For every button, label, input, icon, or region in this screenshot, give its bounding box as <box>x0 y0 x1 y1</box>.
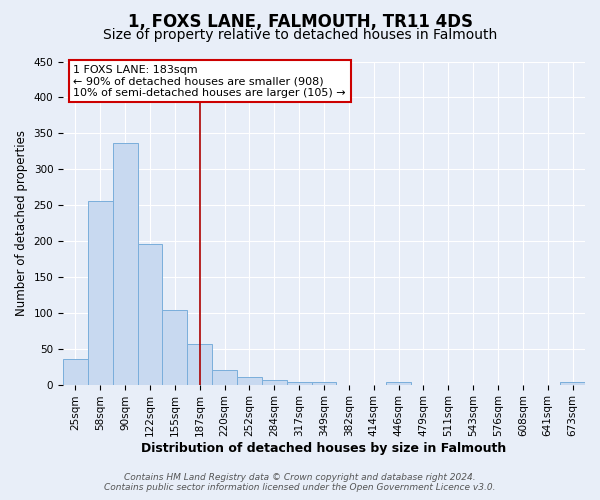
Bar <box>262 380 287 384</box>
Bar <box>63 358 88 384</box>
Bar <box>212 370 237 384</box>
Text: Contains HM Land Registry data © Crown copyright and database right 2024.
Contai: Contains HM Land Registry data © Crown c… <box>104 473 496 492</box>
Bar <box>386 382 411 384</box>
Bar <box>237 376 262 384</box>
Text: Size of property relative to detached houses in Falmouth: Size of property relative to detached ho… <box>103 28 497 42</box>
Text: 1, FOXS LANE, FALMOUTH, TR11 4DS: 1, FOXS LANE, FALMOUTH, TR11 4DS <box>128 12 473 30</box>
Text: 1 FOXS LANE: 183sqm
← 90% of detached houses are smaller (908)
10% of semi-detac: 1 FOXS LANE: 183sqm ← 90% of detached ho… <box>73 64 346 98</box>
Bar <box>187 344 212 384</box>
Y-axis label: Number of detached properties: Number of detached properties <box>15 130 28 316</box>
Bar <box>287 382 311 384</box>
Bar <box>311 382 337 384</box>
Bar <box>560 382 585 384</box>
Bar <box>88 201 113 384</box>
Bar <box>137 244 163 384</box>
X-axis label: Distribution of detached houses by size in Falmouth: Distribution of detached houses by size … <box>142 442 506 455</box>
Bar <box>113 144 137 384</box>
Bar <box>163 310 187 384</box>
